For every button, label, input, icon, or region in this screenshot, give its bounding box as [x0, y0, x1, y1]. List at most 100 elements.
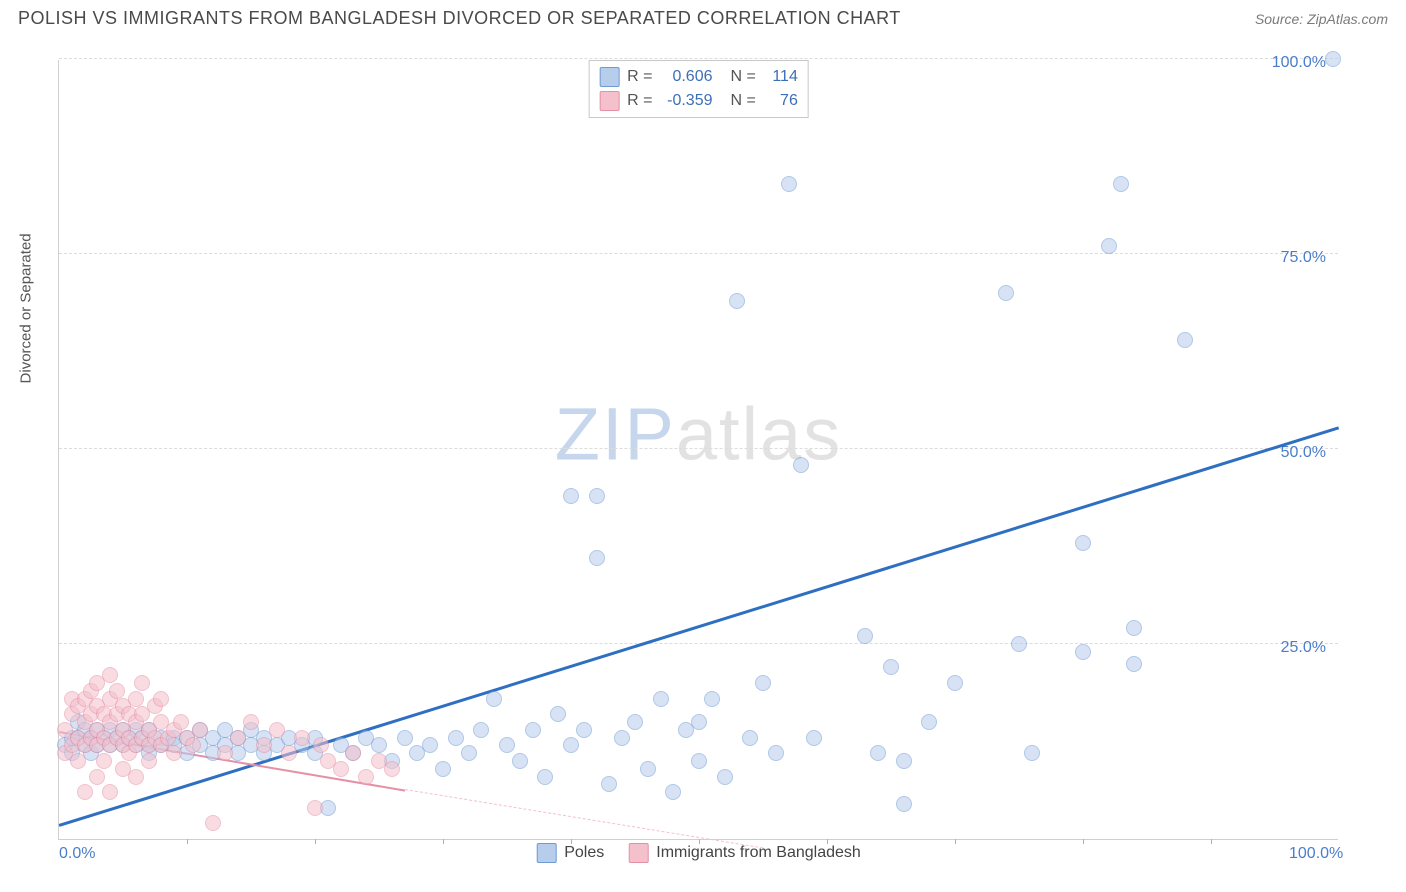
poles-point — [563, 488, 579, 504]
poles-point — [870, 745, 886, 761]
grid-line — [59, 58, 1338, 59]
legend-swatch — [628, 843, 648, 863]
bangladesh-point — [134, 675, 150, 691]
bangladesh-point — [217, 745, 233, 761]
poles-point — [1177, 332, 1193, 348]
poles-point — [525, 722, 541, 738]
bangladesh-point — [102, 667, 118, 683]
bangladesh-point — [345, 745, 361, 761]
stats-row: R = 0.606 N = 114 — [599, 65, 798, 89]
poles-point — [883, 659, 899, 675]
x-tick — [187, 839, 188, 844]
stats-swatch — [599, 67, 619, 87]
poles-point — [537, 769, 553, 785]
x-tick — [827, 839, 828, 844]
stats-n-value: 114 — [764, 65, 798, 89]
poles-point — [640, 761, 656, 777]
poles-point — [1113, 176, 1129, 192]
bangladesh-point — [96, 753, 112, 769]
poles-point — [704, 691, 720, 707]
stats-r-value: 0.606 — [661, 65, 713, 89]
stats-n-label: N = — [731, 89, 756, 113]
poles-point — [371, 737, 387, 753]
poles-point — [755, 675, 771, 691]
poles-point — [486, 691, 502, 707]
poles-point — [448, 730, 464, 746]
plot-area: ZIPatlas R =0.606N =114R =-0.359N =76 Po… — [58, 60, 1338, 840]
poles-point — [397, 730, 413, 746]
chart-header: POLISH VS IMMIGRANTS FROM BANGLADESH DIV… — [0, 0, 1406, 33]
poles-point — [461, 745, 477, 761]
bangladesh-point — [141, 753, 157, 769]
poles-point — [793, 457, 809, 473]
poles-point — [742, 730, 758, 746]
legend-swatch — [536, 843, 556, 863]
chart-source: Source: ZipAtlas.com — [1255, 11, 1388, 27]
poles-point — [435, 761, 451, 777]
bangladesh-point — [294, 730, 310, 746]
poles-point — [691, 753, 707, 769]
x-tick — [443, 839, 444, 844]
x-tick — [699, 839, 700, 844]
poles-point — [512, 753, 528, 769]
bangladesh-point — [153, 691, 169, 707]
poles-point — [614, 730, 630, 746]
legend-label: Poles — [564, 844, 604, 862]
bangladesh-point — [128, 769, 144, 785]
grid-line — [59, 253, 1338, 254]
bangladesh-point — [358, 769, 374, 785]
bangladesh-point — [384, 761, 400, 777]
bangladesh-point — [70, 753, 86, 769]
poles-point — [1011, 636, 1027, 652]
poles-point — [1126, 620, 1142, 636]
poles-point — [653, 691, 669, 707]
poles-point — [921, 714, 937, 730]
stats-r-label: R = — [627, 65, 652, 89]
watermark-atlas: atlas — [676, 392, 842, 475]
poles-point — [806, 730, 822, 746]
y-tick-label: 75.0% — [1281, 249, 1326, 267]
poles-point — [601, 776, 617, 792]
legend-item-poles: Poles — [536, 843, 604, 863]
stats-swatch — [599, 91, 619, 111]
poles-point — [1101, 238, 1117, 254]
bangladesh-point — [333, 761, 349, 777]
poles-point — [781, 176, 797, 192]
bangladesh-point — [307, 800, 323, 816]
poles-point — [1075, 535, 1091, 551]
poles-point — [857, 628, 873, 644]
x-tick — [1211, 839, 1212, 844]
bangladesh-point — [166, 745, 182, 761]
x-tick — [1083, 839, 1084, 844]
x-tick — [955, 839, 956, 844]
poles-point — [550, 706, 566, 722]
bangladesh-point — [269, 722, 285, 738]
bangladesh-point — [230, 730, 246, 746]
bangladesh-point — [77, 784, 93, 800]
poles-point — [589, 550, 605, 566]
stats-r-label: R = — [627, 89, 652, 113]
stats-n-label: N = — [731, 65, 756, 89]
poles-point — [998, 285, 1014, 301]
watermark-zip: ZIP — [555, 392, 676, 475]
bangladesh-point — [89, 769, 105, 785]
bangladesh-point — [256, 737, 272, 753]
legend-item-bangladesh: Immigrants from Bangladesh — [628, 843, 861, 863]
poles-point — [589, 488, 605, 504]
poles-point — [422, 737, 438, 753]
bangladesh-point — [109, 683, 125, 699]
bangladesh-point — [281, 745, 297, 761]
x-tick — [571, 839, 572, 844]
grid-line — [59, 643, 1338, 644]
x-tick-label: 0.0% — [59, 845, 95, 863]
poles-point — [717, 769, 733, 785]
poles-point — [563, 737, 579, 753]
stats-box: R =0.606N =114R =-0.359N =76 — [588, 60, 809, 118]
bangladesh-point — [313, 737, 329, 753]
bangladesh-point — [102, 784, 118, 800]
poles-point — [1126, 656, 1142, 672]
x-tick-label: 100.0% — [1289, 845, 1343, 863]
y-tick-label: 50.0% — [1281, 444, 1326, 462]
bangladesh-point — [185, 737, 201, 753]
poles-point — [729, 293, 745, 309]
